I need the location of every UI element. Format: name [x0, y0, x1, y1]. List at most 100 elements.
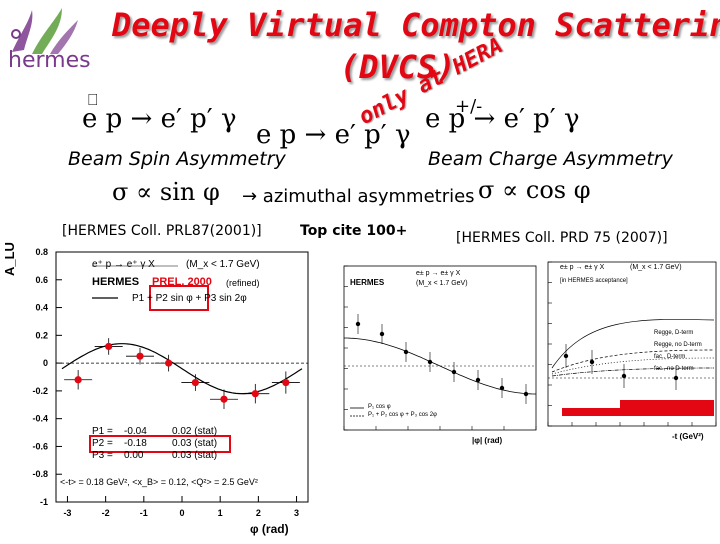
title-line-2: (DVCS) — [340, 48, 456, 86]
title-line-1: Deeply Virtual Compton Scattering — [112, 6, 720, 44]
param-name-2: P2 = — [92, 438, 113, 449]
x-tick-label: 3 — [294, 508, 299, 518]
mid-fit-1: P₁ cos φ — [368, 404, 391, 410]
left-refined: (refined) — [226, 278, 260, 288]
reaction-3: e p → e′ p′ γ — [425, 104, 580, 134]
mid-data-point — [379, 331, 385, 337]
reaction-1: e p → e′ p′ γ — [82, 104, 237, 134]
data-point — [74, 376, 82, 384]
middle-plot: HERMES e± p → e± γ X (M_x < 1.7 GeV) P₁ … — [322, 262, 542, 462]
top-cite: Top cite 100+ — [300, 223, 408, 239]
plusminus: +/- — [455, 96, 483, 117]
data-point — [165, 359, 173, 367]
right-data-point — [673, 375, 679, 381]
y-tick-label: 0 — [43, 358, 48, 368]
mid-fit-curve — [344, 337, 536, 395]
mid-data-point — [451, 369, 457, 375]
left-plot-frame — [55, 251, 309, 503]
y-tick-label: -0.2 — [32, 386, 48, 396]
mid-data-point — [475, 377, 481, 383]
right-syst-band-2 — [620, 400, 714, 416]
mid-legend-cut: (M_x < 1.7 GeV) — [416, 280, 468, 287]
left-plot: -1 -0.8 -0.6 -0.4 -0.2 0 0.2 0.4 0.6 0.8 -3 -2 -1 0 1 2… — [0, 240, 320, 540]
param-name-3: P3 = — [92, 450, 113, 461]
y-tick-label: -1 — [40, 497, 48, 507]
param-name-1: P1 = — [92, 426, 113, 437]
x-tick-label: 1 — [218, 508, 223, 518]
formula-sin: σ ∝ sin φ — [112, 178, 220, 206]
beam-spin-label: Beam Spin Asymmetry — [68, 148, 286, 170]
y-tick-label: 0.2 — [35, 330, 48, 340]
hermes-logo: hermes — [2, 4, 98, 74]
right-data-point — [621, 373, 627, 379]
y-tick-label: 0.8 — [35, 247, 48, 257]
mid-legend-reaction: e± p → e± γ X — [416, 270, 461, 277]
right-model-curve-1 — [551, 319, 715, 369]
azimuthal-text: → azimuthal asymmetries — [242, 186, 475, 207]
ref-right: [HERMES Coll. PRD 75 (2007)] — [456, 230, 668, 246]
param-err-3: 0.03 (stat) — [172, 450, 218, 461]
x-tick-label: -1 — [140, 508, 148, 518]
mid-data-point — [523, 391, 529, 397]
ylabel-alu: A_LU — [2, 242, 17, 276]
param-value-1: -0.04 — [124, 426, 147, 437]
ylabel-alu-text: A_LU — [2, 242, 17, 276]
mid-data-point — [403, 349, 409, 355]
right-acceptance: [in HERMES acceptance] — [560, 278, 628, 284]
right-legend-reaction: e± p → e± γ X — [560, 264, 605, 271]
mid-data-point — [427, 359, 433, 365]
fit-curve — [61, 343, 303, 395]
model-2: Regge, no D-term — [654, 342, 702, 348]
left-legend-reaction: e⁺ p → e⁺ γ X — [92, 259, 155, 270]
kinematics: <-t> = 0.18 GeV², <x_B> = 0.12, <Q²> = 2… — [60, 477, 258, 487]
right-data-point — [563, 353, 569, 359]
beam-charge-label: Beam Charge Asymmetry — [428, 148, 673, 170]
y-tick-label: -0.6 — [32, 441, 48, 451]
left-xlabel: φ (rad) — [250, 522, 289, 536]
small-box-glyph: ⎕ — [88, 90, 98, 109]
param-row-1: P1 = -0.04 0.02 (stat) — [92, 426, 217, 437]
x-tick-label: 2 — [256, 508, 261, 518]
param-row-3: P3 = 0.00 0.03 (stat) — [92, 450, 217, 461]
right-plot-svg — [547, 261, 717, 427]
y-tick-label: -0.4 — [32, 414, 48, 424]
model-3: fac., D-term — [654, 354, 686, 360]
param-err-1: 0.02 (stat) — [172, 426, 218, 437]
mid-data-point — [499, 385, 505, 391]
hermes-logo-icon — [11, 8, 78, 54]
reaction-2: e p → e′ p′ γ — [256, 120, 411, 150]
model-1: Regge, D-term — [654, 330, 694, 336]
x-tick-label: -3 — [63, 508, 71, 518]
param-row-2: P2 = -0.18 0.03 (stat) — [92, 438, 217, 449]
param-value-2: -0.18 — [124, 438, 147, 449]
left-prel: PREL. 2000 — [152, 276, 212, 288]
data-point — [105, 342, 113, 351]
mid-fit-2: P₁ + P₂ cos φ + P₃ cos 2φ — [368, 412, 437, 418]
formula-cos: σ ∝ cos φ — [478, 176, 591, 204]
param-err-2: 0.03 (stat) — [172, 438, 218, 449]
right-syst-band-1 — [562, 408, 620, 416]
right-legend-cut: (M_x < 1.7 GeV) — [630, 264, 682, 271]
middle-plot-svg — [343, 265, 537, 431]
mid-xlabel: |φ| (rad) — [472, 436, 503, 445]
right-plot: e± p → e± γ X (M_x < 1.7 GeV) [in HERMES… — [526, 258, 720, 454]
data-point — [191, 378, 199, 387]
param-value-3: 0.00 — [124, 450, 144, 461]
logo-text: hermes — [8, 48, 91, 73]
left-hermes: HERMES — [92, 276, 140, 288]
mid-hermes: HERMES — [350, 278, 385, 287]
model-4: fac., no D-term — [654, 366, 694, 372]
highlight-box-p2-sin — [149, 285, 209, 311]
ref-left: [HERMES Coll. PRL87(2001)] — [62, 223, 262, 239]
data-point — [251, 390, 259, 398]
right-xlabel: -t (GeV²) — [672, 432, 704, 441]
y-tick-label: 0.6 — [35, 275, 48, 285]
data-point — [136, 352, 144, 360]
y-tick-label: -0.8 — [32, 469, 48, 479]
data-point — [220, 395, 228, 403]
y-tick-label: 0.4 — [35, 303, 48, 313]
mid-data-point — [355, 321, 361, 327]
left-fit-label: P1 + P2 sin φ + P3 sin 2φ — [132, 293, 247, 304]
right-data-point — [589, 359, 595, 365]
left-legend-cut: (M_x < 1.7 GeV) — [186, 259, 260, 270]
